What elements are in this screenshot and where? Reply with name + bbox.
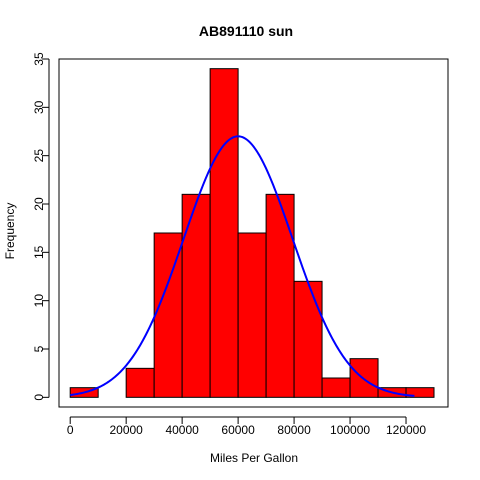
histogram-bar bbox=[321, 377, 351, 398]
plot-frame bbox=[58, 58, 449, 408]
y-tick-label: 15 bbox=[32, 245, 46, 259]
histogram-bar bbox=[125, 367, 155, 398]
x-tick-label: 0 bbox=[67, 423, 74, 437]
y-axis-label: Frequency bbox=[3, 203, 17, 260]
x-tick-label: 20000 bbox=[109, 423, 143, 437]
y-axis: 0 5 10 15 20 25 30 35 bbox=[32, 52, 50, 401]
y-tick-label: 35 bbox=[32, 52, 46, 66]
histogram-bar bbox=[209, 68, 239, 398]
histogram-bar bbox=[293, 280, 323, 398]
y-tick-label: 10 bbox=[32, 294, 46, 308]
x-tick-label: 40000 bbox=[165, 423, 199, 437]
y-tick-label: 0 bbox=[32, 394, 46, 401]
histogram-bar bbox=[237, 232, 267, 398]
x-tick-label: 100000 bbox=[330, 423, 370, 437]
density-curve-layer bbox=[70, 135, 415, 397]
x-tick-label: 60000 bbox=[221, 423, 255, 437]
histogram-bar bbox=[181, 193, 211, 398]
histogram-bar bbox=[405, 387, 435, 398]
y-tick-label: 30 bbox=[32, 100, 46, 114]
x-axis: 0 20000 40000 60000 80000 100000 120000 bbox=[67, 416, 426, 437]
chart-title: AB891110 sun bbox=[199, 23, 293, 39]
x-axis-label: Miles Per Gallon bbox=[210, 451, 298, 465]
x-tick-label: 80000 bbox=[277, 423, 311, 437]
histogram-bar bbox=[265, 193, 295, 398]
y-tick-label: 25 bbox=[32, 149, 46, 163]
density-curve bbox=[70, 135, 415, 397]
x-tick-label: 120000 bbox=[386, 423, 426, 437]
y-tick-label: 5 bbox=[32, 345, 46, 352]
y-tick-label: 20 bbox=[32, 197, 46, 211]
